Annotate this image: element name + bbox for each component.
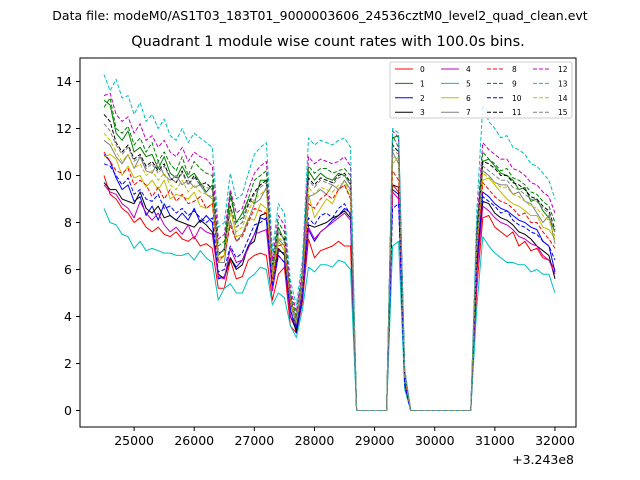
series-line-10 [103, 163, 556, 411]
legend-label-8: 8 [512, 65, 517, 74]
data-file-label: Data file: modeM0/AS1T03_183T01_90000036… [52, 8, 588, 23]
series-line-14 [103, 132, 556, 411]
chart-title: Quadrant 1 module wise count rates with … [131, 34, 525, 50]
x-tick-label: 30000 [415, 433, 455, 448]
x-axis: 25000 26000 27000 28000 29000 30000 31000 32000 [114, 427, 575, 448]
x-tick-label: 25000 [114, 433, 154, 448]
y-tick-label: 6 [64, 262, 72, 277]
legend-label-9: 9 [512, 79, 517, 88]
legend-label-10: 10 [512, 94, 522, 103]
x-tick-label: 26000 [174, 433, 214, 448]
series-line-4 [103, 184, 556, 411]
legend-label-6: 6 [466, 94, 471, 103]
series-lines [103, 74, 556, 411]
x-tick-label: 27000 [234, 433, 274, 448]
legend-label-3: 3 [420, 108, 425, 117]
y-tick-label: 0 [64, 403, 72, 418]
y-tick-label: 2 [64, 356, 72, 371]
series-line-2 [103, 154, 556, 411]
y-tick-label: 12 [56, 121, 72, 136]
x-axis-offset-label: +3.243e8 [512, 452, 574, 467]
legend-label-0: 0 [420, 65, 425, 74]
legend-frame [389, 61, 573, 119]
series-line-15 [103, 123, 556, 411]
x-tick-label: 32000 [535, 433, 575, 448]
legend-label-5: 5 [466, 79, 471, 88]
series-line-12 [103, 92, 556, 411]
legend-label-1: 1 [420, 79, 425, 88]
y-tick-label: 10 [56, 168, 72, 183]
legend-label-15: 15 [558, 108, 568, 117]
series-line-5 [103, 208, 556, 411]
series-line-8 [103, 151, 556, 411]
legend-label-4: 4 [466, 65, 471, 74]
y-tick-label: 4 [64, 309, 72, 324]
y-tick-label: 14 [56, 74, 72, 89]
series-line-9 [103, 97, 556, 411]
legend-label-7: 7 [466, 108, 471, 117]
x-tick-label: 28000 [295, 433, 335, 448]
series-line-7 [103, 139, 556, 411]
legend-label-12: 12 [558, 65, 568, 74]
series-line-0 [103, 175, 556, 411]
x-tick-label: 31000 [475, 433, 515, 448]
series-line-13 [103, 74, 556, 411]
plot-area [80, 58, 576, 427]
legend-label-13: 13 [558, 79, 568, 88]
x-tick-label: 29000 [355, 433, 395, 448]
legend-label-14: 14 [558, 94, 568, 103]
legend-label-2: 2 [420, 94, 425, 103]
y-axis: 0 2 4 6 8 10 12 14 [56, 74, 80, 418]
legend-label-11: 11 [512, 108, 522, 117]
y-tick-label: 8 [64, 215, 72, 230]
plot-frame [79, 57, 577, 428]
